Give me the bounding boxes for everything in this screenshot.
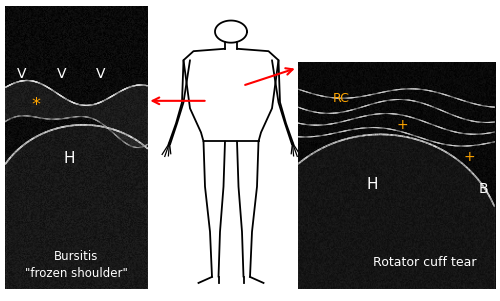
- Text: H: H: [367, 177, 378, 192]
- Text: +: +: [464, 150, 475, 164]
- Text: V: V: [18, 67, 27, 81]
- Text: Rotator cuff tear: Rotator cuff tear: [372, 256, 476, 269]
- Text: V: V: [57, 67, 67, 81]
- Text: B: B: [478, 182, 488, 196]
- Text: +: +: [396, 118, 408, 132]
- Text: H: H: [64, 151, 75, 166]
- Text: "frozen shoulder": "frozen shoulder": [25, 267, 128, 280]
- Text: Bursitis: Bursitis: [54, 250, 98, 263]
- Text: V: V: [96, 67, 105, 81]
- Text: RC: RC: [332, 92, 349, 104]
- Text: *: *: [32, 96, 41, 114]
